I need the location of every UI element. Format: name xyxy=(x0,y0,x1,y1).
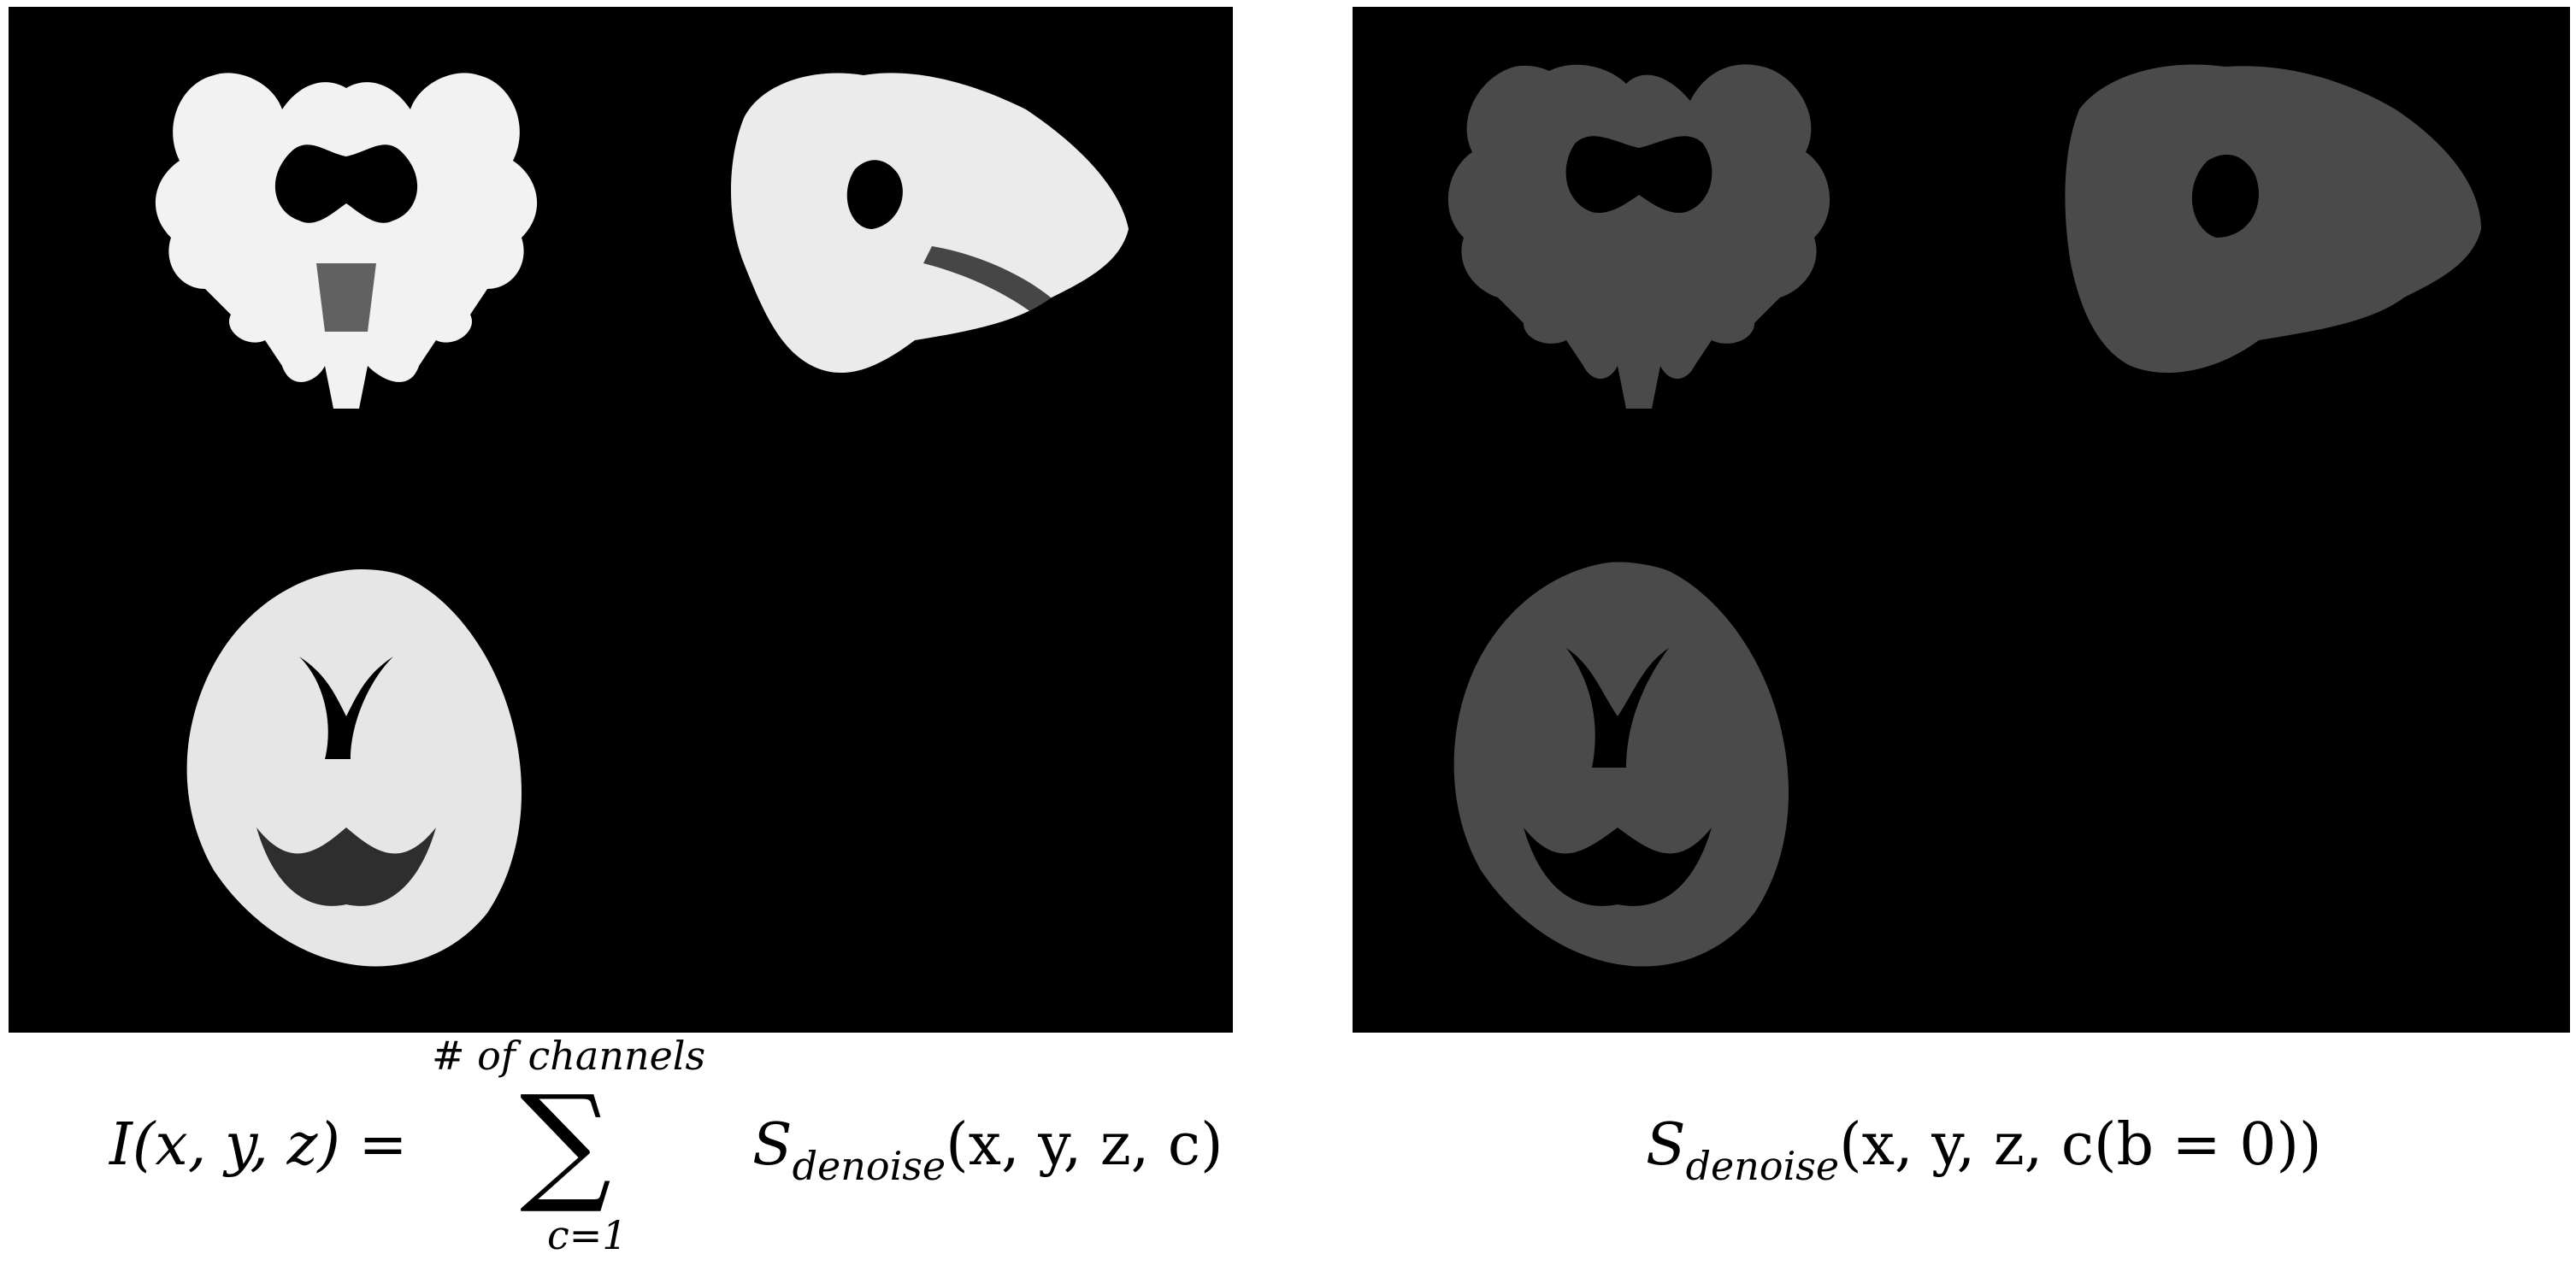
rhs-base: S xyxy=(752,1111,793,1179)
rhs-args: (x, y, z, c) xyxy=(946,1111,1223,1179)
right-args: (x, y, z, c(b = 0)) xyxy=(1839,1111,2322,1179)
sum-upper-limit: # of channels xyxy=(432,1033,706,1079)
right-axial-view xyxy=(1453,562,1789,967)
sum-symbol: ∑ xyxy=(520,1069,612,1217)
right-base: S xyxy=(1646,1111,1686,1179)
right-subscript: denoise xyxy=(1685,1143,1840,1189)
equation-right: Sdenoise(x, y, z, c(b = 0)) xyxy=(1646,1111,2322,1189)
left-brain-views xyxy=(155,73,1129,967)
left-axial-view xyxy=(186,568,522,967)
right-brain-views xyxy=(1447,64,2481,967)
left-coronal-view xyxy=(155,73,538,409)
right-image-panel xyxy=(1353,7,2570,1033)
right-sagittal-view xyxy=(2065,64,2481,374)
left-sagittal-view xyxy=(731,73,1129,374)
left-image-panel xyxy=(9,7,1233,1033)
right-coronal-view xyxy=(1447,64,1830,409)
equation-left-lhs: I(x, y, z) = xyxy=(109,1111,408,1179)
sum-lower-limit: c=1 xyxy=(547,1212,628,1258)
rhs-subscript: denoise xyxy=(792,1143,946,1189)
equation-left-rhs: Sdenoise(x, y, z, c) xyxy=(752,1111,1223,1189)
